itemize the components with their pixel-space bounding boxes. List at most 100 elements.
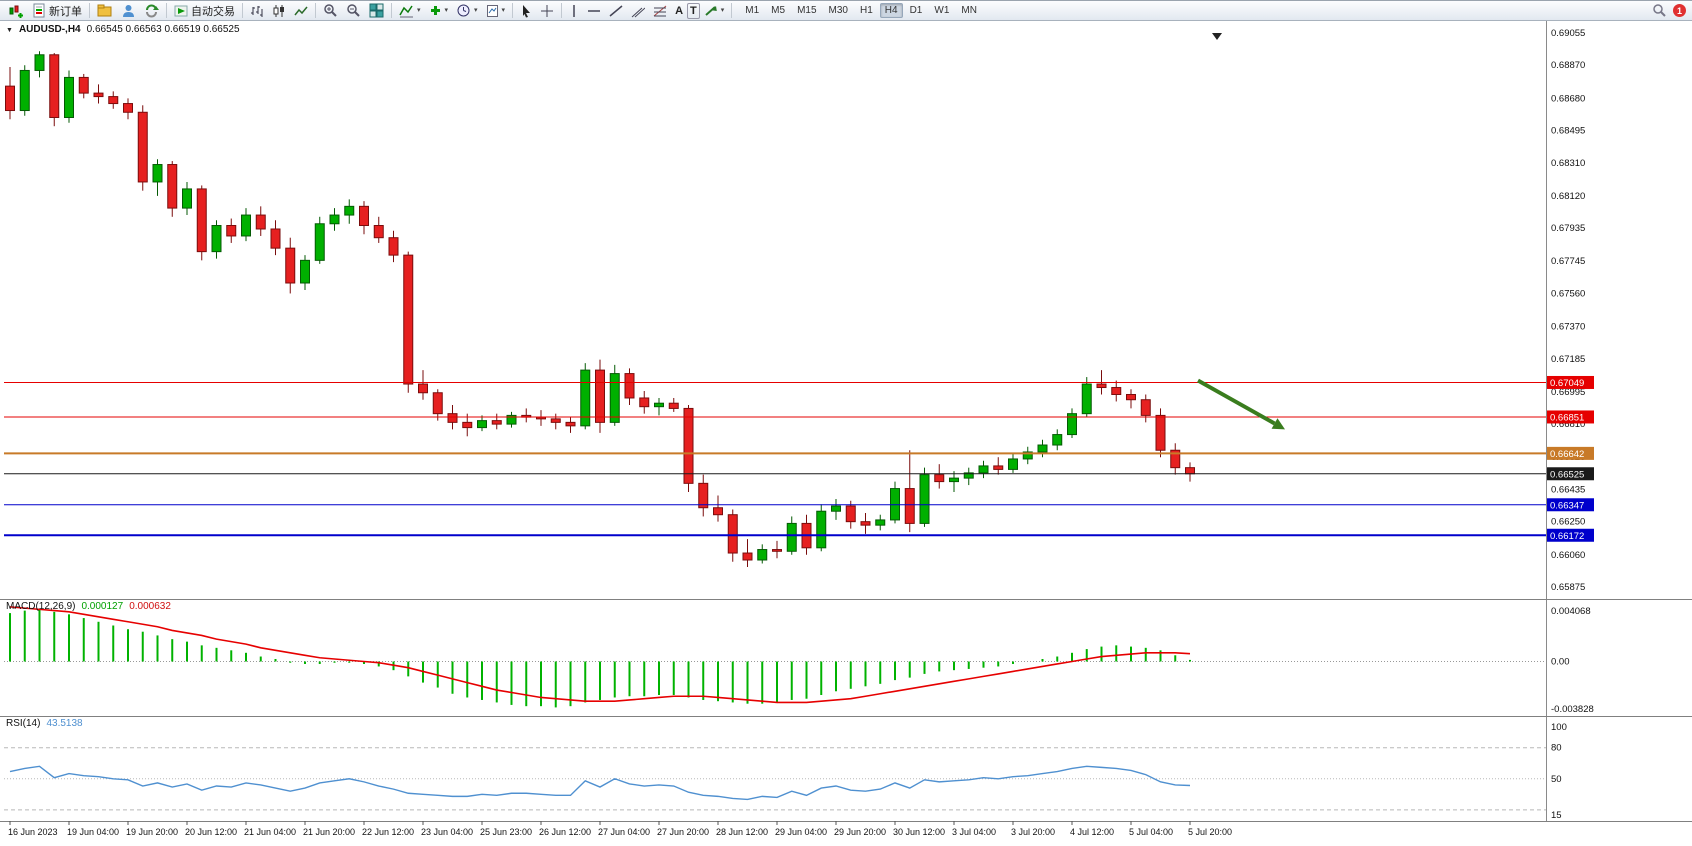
candle-body[interactable] bbox=[565, 421, 576, 427]
search-icon[interactable] bbox=[1652, 3, 1667, 18]
profiles-button[interactable] bbox=[93, 1, 117, 21]
candle-body[interactable] bbox=[329, 214, 340, 225]
templates-dropdown-caret[interactable]: ▾ bbox=[501, 7, 506, 14]
candle-body[interactable] bbox=[993, 465, 1004, 470]
timeframe-button-m30[interactable]: M30 bbox=[828, 5, 848, 16]
candle-body[interactable] bbox=[255, 214, 266, 230]
candle-body[interactable] bbox=[934, 474, 945, 483]
line-chart-button[interactable] bbox=[290, 1, 312, 21]
candle-body[interactable] bbox=[742, 552, 753, 561]
candle-body[interactable] bbox=[595, 369, 605, 423]
zoom-out-button[interactable] bbox=[342, 1, 365, 21]
auto-trading-button[interactable]: 自动交易 bbox=[170, 1, 239, 21]
tile-windows-button[interactable] bbox=[365, 1, 388, 21]
candlestick-chart-button[interactable] bbox=[268, 1, 290, 21]
community-button[interactable] bbox=[117, 1, 140, 21]
candle-body[interactable] bbox=[978, 465, 989, 474]
candle-body[interactable] bbox=[403, 254, 414, 385]
candle-body[interactable] bbox=[1111, 387, 1122, 395]
candle-body[interactable] bbox=[49, 54, 60, 118]
candle-body[interactable] bbox=[167, 164, 178, 209]
timeframe-button-m15[interactable]: M15 bbox=[797, 5, 817, 16]
candle-body[interactable] bbox=[668, 402, 679, 409]
candle-body[interactable] bbox=[491, 420, 502, 425]
candle-body[interactable] bbox=[359, 205, 369, 227]
candle-body[interactable] bbox=[108, 96, 119, 105]
candle-body[interactable] bbox=[34, 54, 45, 71]
bar-chart-button[interactable] bbox=[246, 1, 268, 21]
timeframe-button-m5[interactable]: M5 bbox=[771, 5, 786, 16]
candle-body[interactable] bbox=[314, 223, 325, 261]
cursor-tool-button[interactable] bbox=[516, 1, 536, 21]
candle-body[interactable] bbox=[300, 259, 310, 284]
fibonacci-tool-button[interactable] bbox=[649, 1, 671, 21]
zoom-in-button[interactable] bbox=[319, 1, 342, 21]
crosshair-tool-button[interactable] bbox=[536, 1, 558, 21]
trend-arrow-head[interactable] bbox=[1271, 418, 1285, 430]
candle-body[interactable] bbox=[211, 225, 222, 253]
shapes-tool-button[interactable]: ▾ bbox=[700, 1, 729, 21]
candle-body[interactable] bbox=[860, 521, 871, 526]
candle-body[interactable] bbox=[226, 225, 237, 237]
candle-body[interactable] bbox=[1185, 467, 1195, 475]
candle-body[interactable] bbox=[462, 421, 473, 429]
candle-body[interactable] bbox=[1081, 383, 1092, 415]
candle-body[interactable] bbox=[624, 373, 635, 399]
channel-tool-button[interactable] bbox=[627, 1, 649, 21]
candle-body[interactable] bbox=[1140, 399, 1151, 416]
candle-body[interactable] bbox=[1096, 383, 1107, 389]
vertical-line-tool-button[interactable] bbox=[565, 1, 583, 21]
candle-body[interactable] bbox=[550, 418, 561, 423]
candle-body[interactable] bbox=[506, 414, 517, 425]
timeframe-button-m1[interactable]: M1 bbox=[745, 5, 760, 16]
chart-canvas[interactable]: 0.69055 0.68870 0.68680 0.68495 0.68310 0.681… bbox=[0, 21, 1692, 846]
trend-arrow[interactable] bbox=[1197, 378, 1276, 426]
timeframe-button-h4[interactable]: H4 bbox=[879, 3, 903, 18]
candle-body[interactable] bbox=[137, 111, 148, 183]
candle-body[interactable] bbox=[285, 247, 296, 284]
candle-body[interactable] bbox=[698, 482, 709, 509]
candle-body[interactable] bbox=[609, 373, 620, 423]
templates-button[interactable]: ▾ bbox=[482, 1, 510, 21]
candle-body[interactable] bbox=[919, 474, 930, 524]
candle-body[interactable] bbox=[831, 505, 841, 512]
candle-body[interactable] bbox=[182, 188, 192, 209]
candle-body[interactable] bbox=[344, 205, 355, 216]
candle-body[interactable] bbox=[196, 188, 207, 253]
candle-body[interactable] bbox=[890, 488, 900, 521]
rsi-line[interactable] bbox=[9, 765, 1191, 801]
candle-body[interactable] bbox=[963, 472, 974, 479]
refresh-button[interactable] bbox=[140, 1, 163, 21]
candle-body[interactable] bbox=[432, 392, 443, 415]
indicators-button[interactable]: ▾ bbox=[395, 1, 425, 21]
candle-body[interactable] bbox=[477, 420, 487, 429]
timeframe-button-w1[interactable]: W1 bbox=[934, 5, 950, 16]
add-indicator-button[interactable]: ▾ bbox=[425, 1, 453, 21]
candle-body[interactable] bbox=[683, 407, 694, 484]
candle-body[interactable] bbox=[447, 413, 458, 423]
indicators-dropdown-caret[interactable]: ▾ bbox=[417, 7, 421, 14]
candle-body[interactable] bbox=[1037, 444, 1048, 453]
candlestick-series[interactable] bbox=[5, 51, 1195, 567]
timeframe-button-h1[interactable]: H1 bbox=[859, 5, 873, 16]
candle-body[interactable] bbox=[388, 237, 399, 256]
candle-body[interactable] bbox=[639, 397, 650, 408]
horizontal-line-tool-button[interactable] bbox=[583, 1, 605, 21]
candle-body[interactable] bbox=[654, 402, 664, 408]
candle-body[interactable] bbox=[373, 225, 384, 239]
timeframe-button-mn[interactable]: MN bbox=[961, 5, 977, 16]
candle-body[interactable] bbox=[1126, 393, 1136, 401]
macd-signal-line[interactable] bbox=[9, 606, 1191, 704]
candle-body[interactable] bbox=[1170, 449, 1181, 469]
candle-body[interactable] bbox=[1052, 434, 1063, 446]
candle-body[interactable] bbox=[949, 477, 959, 483]
candle-body[interactable] bbox=[418, 383, 428, 394]
candle-body[interactable] bbox=[904, 488, 915, 524]
candle-body[interactable] bbox=[1155, 414, 1166, 451]
candle-body[interactable] bbox=[875, 519, 886, 526]
candle-body[interactable] bbox=[580, 369, 591, 427]
periods-dropdown-caret[interactable]: ▾ bbox=[474, 7, 478, 14]
candle-body[interactable] bbox=[772, 549, 782, 552]
candle-body[interactable] bbox=[1022, 451, 1033, 460]
shapes-dropdown-caret[interactable]: ▾ bbox=[720, 7, 725, 14]
